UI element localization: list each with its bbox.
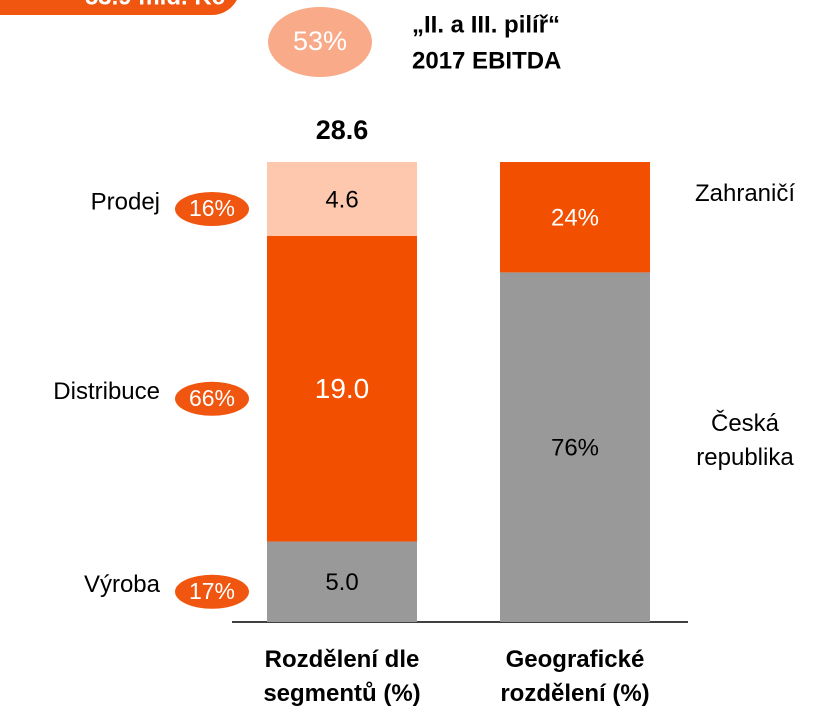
title: 2017 EBITDA — [412, 47, 561, 74]
category-label: Geografické rozdělení (%) — [500, 646, 650, 707]
share-badge — [175, 574, 249, 609]
title: „II. a III. pilíř“ — [412, 11, 560, 38]
share-text: 53% — [293, 26, 347, 56]
bar-segment — [267, 235, 417, 542]
segment-name: Zahraničí — [694, 180, 796, 208]
share-badge — [175, 381, 249, 416]
segment-name: Česká republika — [696, 410, 794, 472]
badge-shape — [0, 0, 237, 15]
bar-segment — [500, 162, 650, 273]
segment-name: Prodej — [91, 188, 160, 215]
share-label: 17% — [189, 578, 235, 604]
share-label: 66% — [189, 385, 235, 411]
category-label: Rozdělení dle segmentů (%) — [263, 646, 421, 707]
bar-segment — [267, 162, 417, 236]
value-label: 19.0 — [315, 373, 370, 404]
share-badge — [175, 191, 249, 226]
share-circle — [268, 7, 372, 77]
total-label: 28.6 — [316, 115, 369, 145]
bar-segment — [500, 272, 650, 622]
value-label: 24% — [551, 205, 599, 232]
segment-name: Distribuce — [53, 378, 160, 405]
value-label: 76% — [551, 435, 599, 462]
badge-text: 53.9 mld. Kč — [85, 0, 225, 10]
segment-name: Výroba — [84, 571, 161, 598]
value-label: 4.6 — [325, 186, 358, 213]
share-label: 16% — [189, 195, 235, 221]
bar-segment — [267, 541, 417, 622]
value-label: 5.0 — [325, 569, 358, 596]
